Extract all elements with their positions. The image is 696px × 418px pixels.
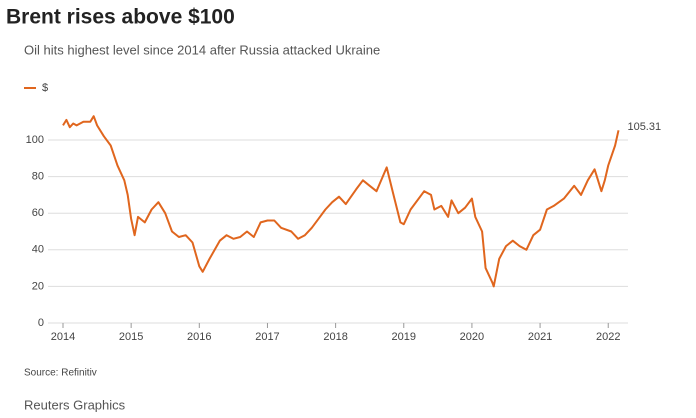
line [62,115,620,288]
y-tick-label: 60 [32,207,44,219]
x-tick-label: 2017 [255,331,279,343]
end-value-label: 105.31 [627,121,661,133]
x-tick-label: 2018 [323,331,347,343]
y-tick-label: 80 [32,171,44,183]
x-tick-label: 2015 [119,331,143,343]
x-tick-label: 2022 [596,331,620,343]
y-tick-label: 20 [32,280,44,292]
y-tick-label: 0 [38,317,44,329]
x-tick-label: 2014 [51,331,75,343]
source: Source: Refinitiv [24,368,97,379]
legend-label: $ [42,82,48,94]
chart-title: Brent rises above $100 [6,6,235,29]
x-tick-label: 2016 [187,331,211,343]
x-tick-label: 2020 [460,331,484,343]
x-tick-label: 2021 [528,331,552,343]
y-tick-label: 40 [32,244,44,256]
x-tick-label: 2019 [392,331,416,343]
credit: Reuters Graphics [24,397,126,412]
y-tick-label: 100 [26,134,44,146]
chart-subtitle: Oil hits highest level since 2014 after … [24,42,380,57]
